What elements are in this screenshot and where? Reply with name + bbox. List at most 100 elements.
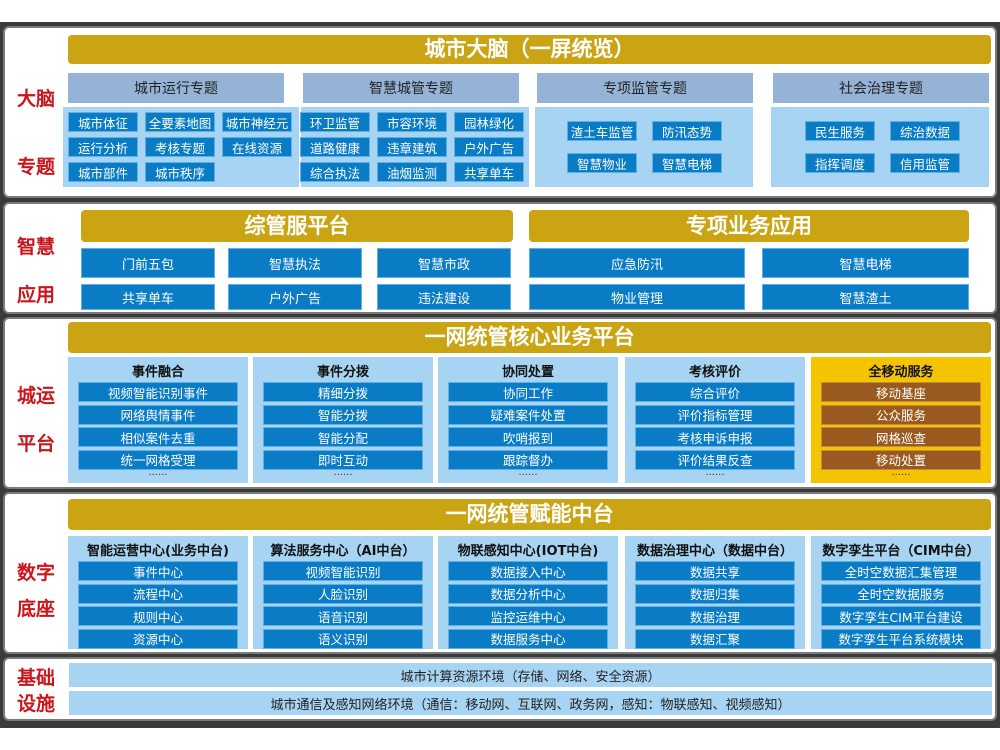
app-button[interactable]: 门前五包: [81, 248, 215, 278]
module-item[interactable]: 视频智能识别事件: [77, 382, 239, 402]
topic-item-button[interactable]: 渣土车监管: [567, 121, 637, 141]
module-item[interactable]: 统一网格受理: [77, 449, 239, 470]
topic-item-button[interactable]: 综合执法: [300, 162, 370, 182]
module-item[interactable]: 公众服务: [820, 404, 982, 425]
topic-item-button[interactable]: 园林绿化: [454, 112, 524, 132]
special-apps-title: 专项业务应用: [529, 210, 969, 242]
app-button[interactable]: 物业管理: [529, 284, 745, 310]
app-button[interactable]: 违法建设: [377, 284, 511, 310]
topic-item-button[interactable]: 共享单车: [454, 162, 524, 182]
module-item[interactable]: 考核申诉申报: [634, 427, 796, 447]
module-item[interactable]: 语义识别: [262, 628, 424, 649]
module-item[interactable]: 协同工作: [447, 382, 609, 402]
topic-item-button[interactable]: 城市部件: [68, 162, 138, 182]
module-item[interactable]: 数据治理: [634, 606, 796, 626]
module-title: 事件融合: [131, 365, 184, 380]
section-label: 专题: [16, 156, 55, 178]
module-item[interactable]: 数据服务中心: [447, 628, 609, 649]
module-column: 考核评价 综合评价 评价指标管理 考核申诉申报 评价结果反查 ······: [625, 357, 805, 483]
app-button[interactable]: 户外广告: [228, 284, 362, 310]
topic-item-button[interactable]: 考核专题: [145, 137, 215, 157]
module-item[interactable]: 流程中心: [77, 583, 239, 604]
topic-item-button[interactable]: 民生服务: [805, 121, 875, 141]
topic-item-button[interactable]: 违章建筑: [377, 137, 447, 157]
app-button[interactable]: 智慧执法: [228, 248, 362, 278]
topic-header[interactable]: 社会治理专题: [773, 73, 989, 103]
topic-item-button[interactable]: 户外广告: [454, 137, 524, 157]
module-item[interactable]: 精细分拨: [262, 382, 424, 402]
module-item[interactable]: 评价结果反查: [634, 449, 796, 470]
topic-header[interactable]: 城市运行专题: [68, 73, 284, 103]
module-item[interactable]: 网格巡查: [820, 427, 982, 447]
app-button[interactable]: 智慧渣土: [762, 284, 969, 310]
topic-item-button[interactable]: 运行分析: [68, 137, 138, 157]
module-item[interactable]: 数据分析中心: [447, 583, 609, 604]
module-item[interactable]: 全时空数据服务: [820, 583, 982, 604]
topic-item-button[interactable]: 城市神经元: [222, 112, 292, 132]
module-item[interactable]: 智能分拨: [262, 404, 424, 425]
topic-item-button[interactable]: 油烟监测: [377, 162, 447, 182]
topic-item-button[interactable]: 信用监管: [890, 153, 960, 173]
module-item[interactable]: 全时空数据汇集管理: [820, 561, 982, 581]
section-ops-platform: 城运 平台 一网统管核心业务平台 事件融合 视频智能识别事件 网络舆情事件 相似案件去…: [3, 317, 997, 489]
topic-item-button[interactable]: 市容环境: [377, 112, 447, 132]
app-button[interactable]: 应急防汛: [529, 248, 745, 278]
topic-item-button[interactable]: 指挥调度: [805, 153, 875, 173]
module-item[interactable]: 规则中心: [77, 606, 239, 626]
module-title: 物联感知中心(IOT中台): [457, 544, 599, 559]
app-button[interactable]: 共享单车: [81, 284, 215, 310]
module-item[interactable]: 综合评价: [634, 382, 796, 402]
topic-item-button[interactable]: 城市秩序: [145, 162, 215, 182]
module-item[interactable]: 资源中心: [77, 628, 239, 649]
module-item[interactable]: 跟踪督办: [447, 449, 609, 470]
topic-item-button[interactable]: 智慧电梯: [652, 153, 722, 173]
topic-item-button[interactable]: 城市体征: [68, 112, 138, 132]
topic-item-button[interactable]: 智慧物业: [567, 153, 637, 173]
module-item[interactable]: 事件中心: [77, 561, 239, 581]
topic-item-button[interactable]: 全要素地图: [145, 112, 215, 132]
module-item[interactable]: 相似案件去重: [77, 427, 239, 447]
module-item[interactable]: 移动基座: [820, 382, 982, 402]
topic-item-button[interactable]: 综治数据: [890, 121, 960, 141]
module-item[interactable]: 数据共享: [634, 561, 796, 581]
topic-item-button[interactable]: 在线资源: [222, 137, 292, 157]
section-label: 城运: [16, 385, 55, 407]
module-item[interactable]: 数据归集: [634, 583, 796, 604]
module-item[interactable]: 疑难案件处置: [447, 404, 609, 425]
topic-item-button[interactable]: 防汛态势: [652, 121, 722, 141]
module-column: 数字孪生平台（CIM中台） 全时空数据汇集管理 全时空数据服务 数字孪生CIM平台建设…: [811, 536, 991, 649]
module-item[interactable]: 数据接入中心: [447, 561, 609, 581]
module-column: 物联感知中心(IOT中台) 数据接入中心 数据分析中心 监控运维中心 数据服务中心: [438, 536, 618, 649]
module-item[interactable]: 数据汇聚: [634, 628, 796, 649]
topic-header[interactable]: 专项监管专题: [537, 73, 753, 103]
topic-panel: [771, 107, 989, 187]
module-title: 事件分拨: [316, 365, 369, 380]
comprehensive-platform-title: 综管服平台: [81, 210, 513, 242]
module-column: 数据治理中心（数据中台） 数据共享 数据归集 数据治理 数据汇聚: [625, 536, 805, 649]
module-item[interactable]: 网络舆情事件: [77, 404, 239, 425]
infra-network-row: 城市通信及感知网络环境（通信：移动网、互联网、政务网，感知：物联感知、视频感知）: [69, 691, 992, 715]
module-item[interactable]: 吹哨报到: [447, 427, 609, 447]
module-item[interactable]: 数字孪生CIM平台建设: [820, 606, 982, 626]
module-item[interactable]: 数字孪生平台系统模块: [820, 628, 982, 649]
module-title: 智能运营中心(业务中台): [87, 544, 229, 559]
app-button[interactable]: 智慧市政: [377, 248, 511, 278]
module-item[interactable]: 视频智能识别: [262, 561, 424, 581]
module-item[interactable]: 人脸识别: [262, 583, 424, 604]
section-label: 底座: [16, 598, 55, 620]
module-title: 全移动服务: [868, 365, 934, 380]
module-item[interactable]: 移动处置: [820, 449, 982, 470]
app-button[interactable]: 智慧电梯: [762, 248, 969, 278]
module-title: 算法服务中心（AI中台）: [270, 544, 416, 559]
module-column: 智能运营中心(业务中台) 事件中心 流程中心 规则中心 资源中心: [68, 536, 248, 649]
section-label: 大脑: [16, 88, 55, 110]
module-item[interactable]: 即时互动: [262, 449, 424, 470]
module-item[interactable]: 智能分配: [262, 427, 424, 447]
topic-item-button[interactable]: 道路健康: [300, 137, 370, 157]
section-label: 设施: [16, 693, 55, 715]
module-item[interactable]: 评价指标管理: [634, 404, 796, 425]
topic-header[interactable]: 智慧城管专题: [303, 73, 519, 103]
module-item[interactable]: 语音识别: [262, 606, 424, 626]
module-item[interactable]: 监控运维中心: [447, 606, 609, 626]
topic-item-button[interactable]: 环卫监管: [300, 112, 370, 132]
